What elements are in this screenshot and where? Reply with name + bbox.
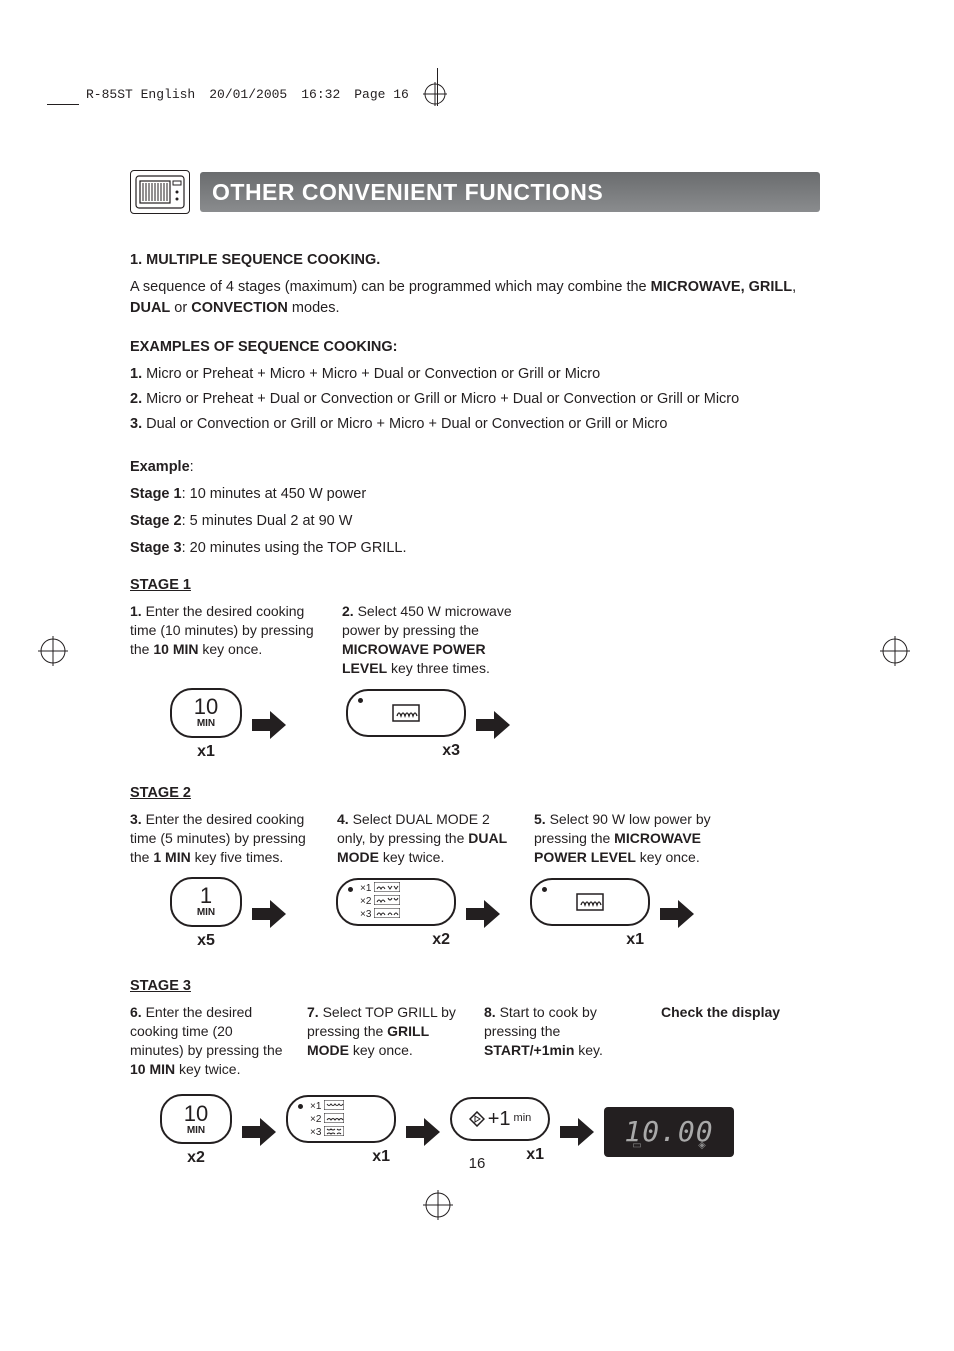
press-count: x3 xyxy=(346,739,466,762)
example-stage3: Stage 3: 20 minutes using the TOP GRILL. xyxy=(130,538,830,559)
job-date: 20/01/2005 xyxy=(209,87,287,102)
registration-mark-left xyxy=(38,636,68,666)
stage2-step4: 4. Select DUAL MODE 2 only, by pressing … xyxy=(337,810,512,867)
example-item: 1.Micro or Preheat + Micro + Micro + Dua… xyxy=(130,364,830,385)
title-wrap: OTHER CONVENIENT FUNCTIONS xyxy=(130,170,820,214)
intro-body: A sequence of 4 stages (maximum) can be … xyxy=(130,277,830,319)
stage2-buttons: 1 MIN x5 ×1 ×2 ×3 x2 xyxy=(170,877,830,952)
stage1-row: 1. Enter the desired cooking time (10 mi… xyxy=(130,602,830,678)
job-time: 16:32 xyxy=(301,87,340,102)
grill-icon-bottom xyxy=(324,1113,344,1123)
body-content: 1. MULTIPLE SEQUENCE COOKING. A sequence… xyxy=(130,250,830,1170)
press-count: x2 xyxy=(336,928,456,951)
stage3-step8: 8. Start to cook by pressing the START/+… xyxy=(484,1003,639,1060)
stage1-label: STAGE 1 xyxy=(130,575,830,596)
display-indicator-icon: ▭ xyxy=(632,1139,641,1154)
diamond-play-icon xyxy=(469,1111,485,1127)
registration-mark-right xyxy=(880,636,910,666)
registration-mark-icon xyxy=(423,82,447,106)
intro-heading: 1. MULTIPLE SEQUENCE COOKING. xyxy=(130,250,830,271)
stage1-step1: 1. Enter the desired cooking time (10 mi… xyxy=(130,602,320,659)
arrow-right-icon xyxy=(560,1118,594,1146)
microwave-power-key-2[interactable] xyxy=(530,878,650,926)
arrow-right-icon xyxy=(660,900,694,928)
arrow-right-icon xyxy=(406,1118,440,1146)
page-title: OTHER CONVENIENT FUNCTIONS xyxy=(200,172,820,212)
job-name: R-85ST English xyxy=(86,87,195,102)
10min-key-2[interactable]: 10 MIN xyxy=(160,1094,232,1144)
page-number: 16 xyxy=(0,1155,954,1172)
example-stage1: Stage 1: 10 minutes at 450 W power xyxy=(130,484,830,505)
start-key[interactable]: +1min xyxy=(450,1097,550,1141)
dual-icon-3 xyxy=(374,908,400,918)
examples-heading: EXAMPLES OF SEQUENCE COOKING: xyxy=(130,337,830,358)
stage2-label: STAGE 2 xyxy=(130,783,830,804)
arrow-right-icon xyxy=(252,711,286,739)
1min-key[interactable]: 1 MIN xyxy=(170,877,242,927)
stage1-buttons: 10 MIN x1 x3 xyxy=(170,688,830,763)
stage3-step6: 6. Enter the desired cooking time (20 mi… xyxy=(130,1003,285,1079)
grill-icon-top xyxy=(324,1100,344,1110)
stage2-step5: 5. Select 90 W low power by pressing the… xyxy=(534,810,724,867)
display-diamond-icon: ◈ xyxy=(698,1139,706,1154)
stage3-label: STAGE 3 xyxy=(130,976,830,997)
microwave-waves-icon xyxy=(575,892,605,912)
press-count: x1 xyxy=(530,928,650,951)
job-page: Page 16 xyxy=(354,87,409,102)
example-stage2: Stage 2: 5 minutes Dual 2 at 90 W xyxy=(130,511,830,532)
10min-key[interactable]: 10 MIN xyxy=(170,688,242,738)
dual-mode-key[interactable]: ×1 ×2 ×3 xyxy=(336,878,456,926)
stage3-step7: 7. Select TOP GRILL by pressing the GRIL… xyxy=(307,1003,462,1060)
stage2-row: 3. Enter the desired cooking time (5 min… xyxy=(130,810,830,867)
dual-icon-1 xyxy=(374,882,400,892)
grill-icon-both xyxy=(324,1126,344,1136)
press-count: x1 xyxy=(170,740,242,763)
arrow-right-icon xyxy=(252,900,286,928)
arrow-right-icon xyxy=(466,900,500,928)
microwave-power-key[interactable] xyxy=(346,689,466,737)
example-item: 2.Micro or Preheat + Dual or Convection … xyxy=(130,389,830,410)
microwave-waves-icon xyxy=(391,703,421,723)
arrow-right-icon xyxy=(476,711,510,739)
display-panel: 10.00 ▭ ◈ xyxy=(604,1107,734,1157)
print-header: R-85ST English 20/01/2005 16:32 Page 16 xyxy=(86,82,447,106)
registration-mark-bottom xyxy=(423,1190,453,1220)
arrow-right-icon xyxy=(242,1118,276,1146)
stage3-check: Check the display xyxy=(661,1003,821,1022)
stage1-step2: 2. Select 450 W microwave power by press… xyxy=(342,602,532,678)
stage3-row: 6. Enter the desired cooking time (20 mi… xyxy=(130,1003,830,1079)
example-item: 3.Dual or Convection or Grill or Micro +… xyxy=(130,414,830,435)
dual-icon-2 xyxy=(374,895,400,905)
page: R-85ST English 20/01/2005 16:32 Page 16 … xyxy=(0,0,954,1351)
example-label: Example: xyxy=(130,457,830,478)
microwave-icon xyxy=(130,170,190,214)
stage2-step3: 3. Enter the desired cooking time (5 min… xyxy=(130,810,315,867)
examples-list: 1.Micro or Preheat + Micro + Micro + Dua… xyxy=(130,364,830,435)
grill-mode-key[interactable]: ×1 ×2 ×3 xyxy=(286,1095,396,1143)
crop-line-top xyxy=(47,104,79,105)
press-count: x5 xyxy=(170,929,242,952)
